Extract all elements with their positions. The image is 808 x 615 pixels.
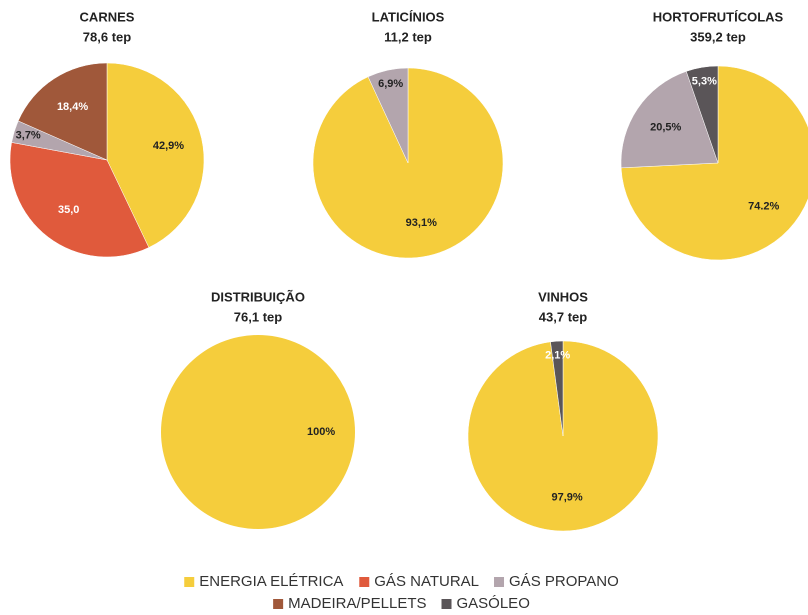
data-label: 35,0: [58, 204, 79, 216]
legend-label: ENERGIA ELÉTRICA: [199, 573, 343, 590]
pie-subtitle: 43,7 tep: [539, 309, 587, 324]
pie-subtitle: 76,1 tep: [234, 309, 282, 324]
data-label: 100%: [307, 426, 335, 438]
legend-swatch: [273, 599, 284, 609]
pie-slice: [106, 62, 205, 248]
pie-slice: [550, 340, 564, 437]
pie-title: HORTOFRUTÍCOLAS: [653, 9, 784, 24]
pie-subtitle: 11,2 tep: [384, 29, 432, 44]
pie-slice: [620, 65, 808, 261]
data-label: 5,3%: [692, 76, 717, 88]
pie-title: LATICÍNIOS: [372, 9, 445, 24]
legend-label: GÁS NATURAL: [374, 573, 479, 590]
pie-title: VINHOS: [538, 289, 588, 304]
data-label: 20,5%: [650, 122, 681, 134]
data-label: 93,1%: [406, 217, 437, 229]
legend-label: GÁS PROPANO: [509, 573, 619, 590]
data-label: 3,7%: [16, 130, 41, 142]
legend-swatch: [441, 599, 452, 609]
data-label: 74.2%: [748, 200, 779, 212]
pie-slice: [9, 142, 150, 258]
pie-title: CARNES: [80, 9, 135, 24]
legend-swatch: [494, 577, 505, 587]
legend-label: GASÓLEO: [457, 595, 530, 612]
pie-slice: [367, 67, 409, 164]
pie-slice: [17, 62, 108, 161]
data-label: 18,4%: [57, 101, 88, 113]
data-label: 42,9%: [153, 140, 184, 152]
data-label: 97,9%: [551, 492, 582, 504]
pie-slice: [161, 335, 355, 529]
legend-swatch: [359, 577, 370, 587]
pie-title: DISTRIBUIÇÃO: [211, 289, 305, 304]
pie-slice: [620, 71, 719, 169]
data-label: 6,9%: [378, 78, 403, 90]
pie-slice: [685, 65, 719, 164]
pie-subtitle: 78,6 tep: [83, 29, 131, 44]
legend-label: MADEIRA/PELLETS: [288, 595, 426, 612]
data-label: 2,1%: [545, 349, 570, 361]
legend-swatch: [184, 577, 195, 587]
pie-subtitle: 359,2 tep: [690, 29, 746, 44]
